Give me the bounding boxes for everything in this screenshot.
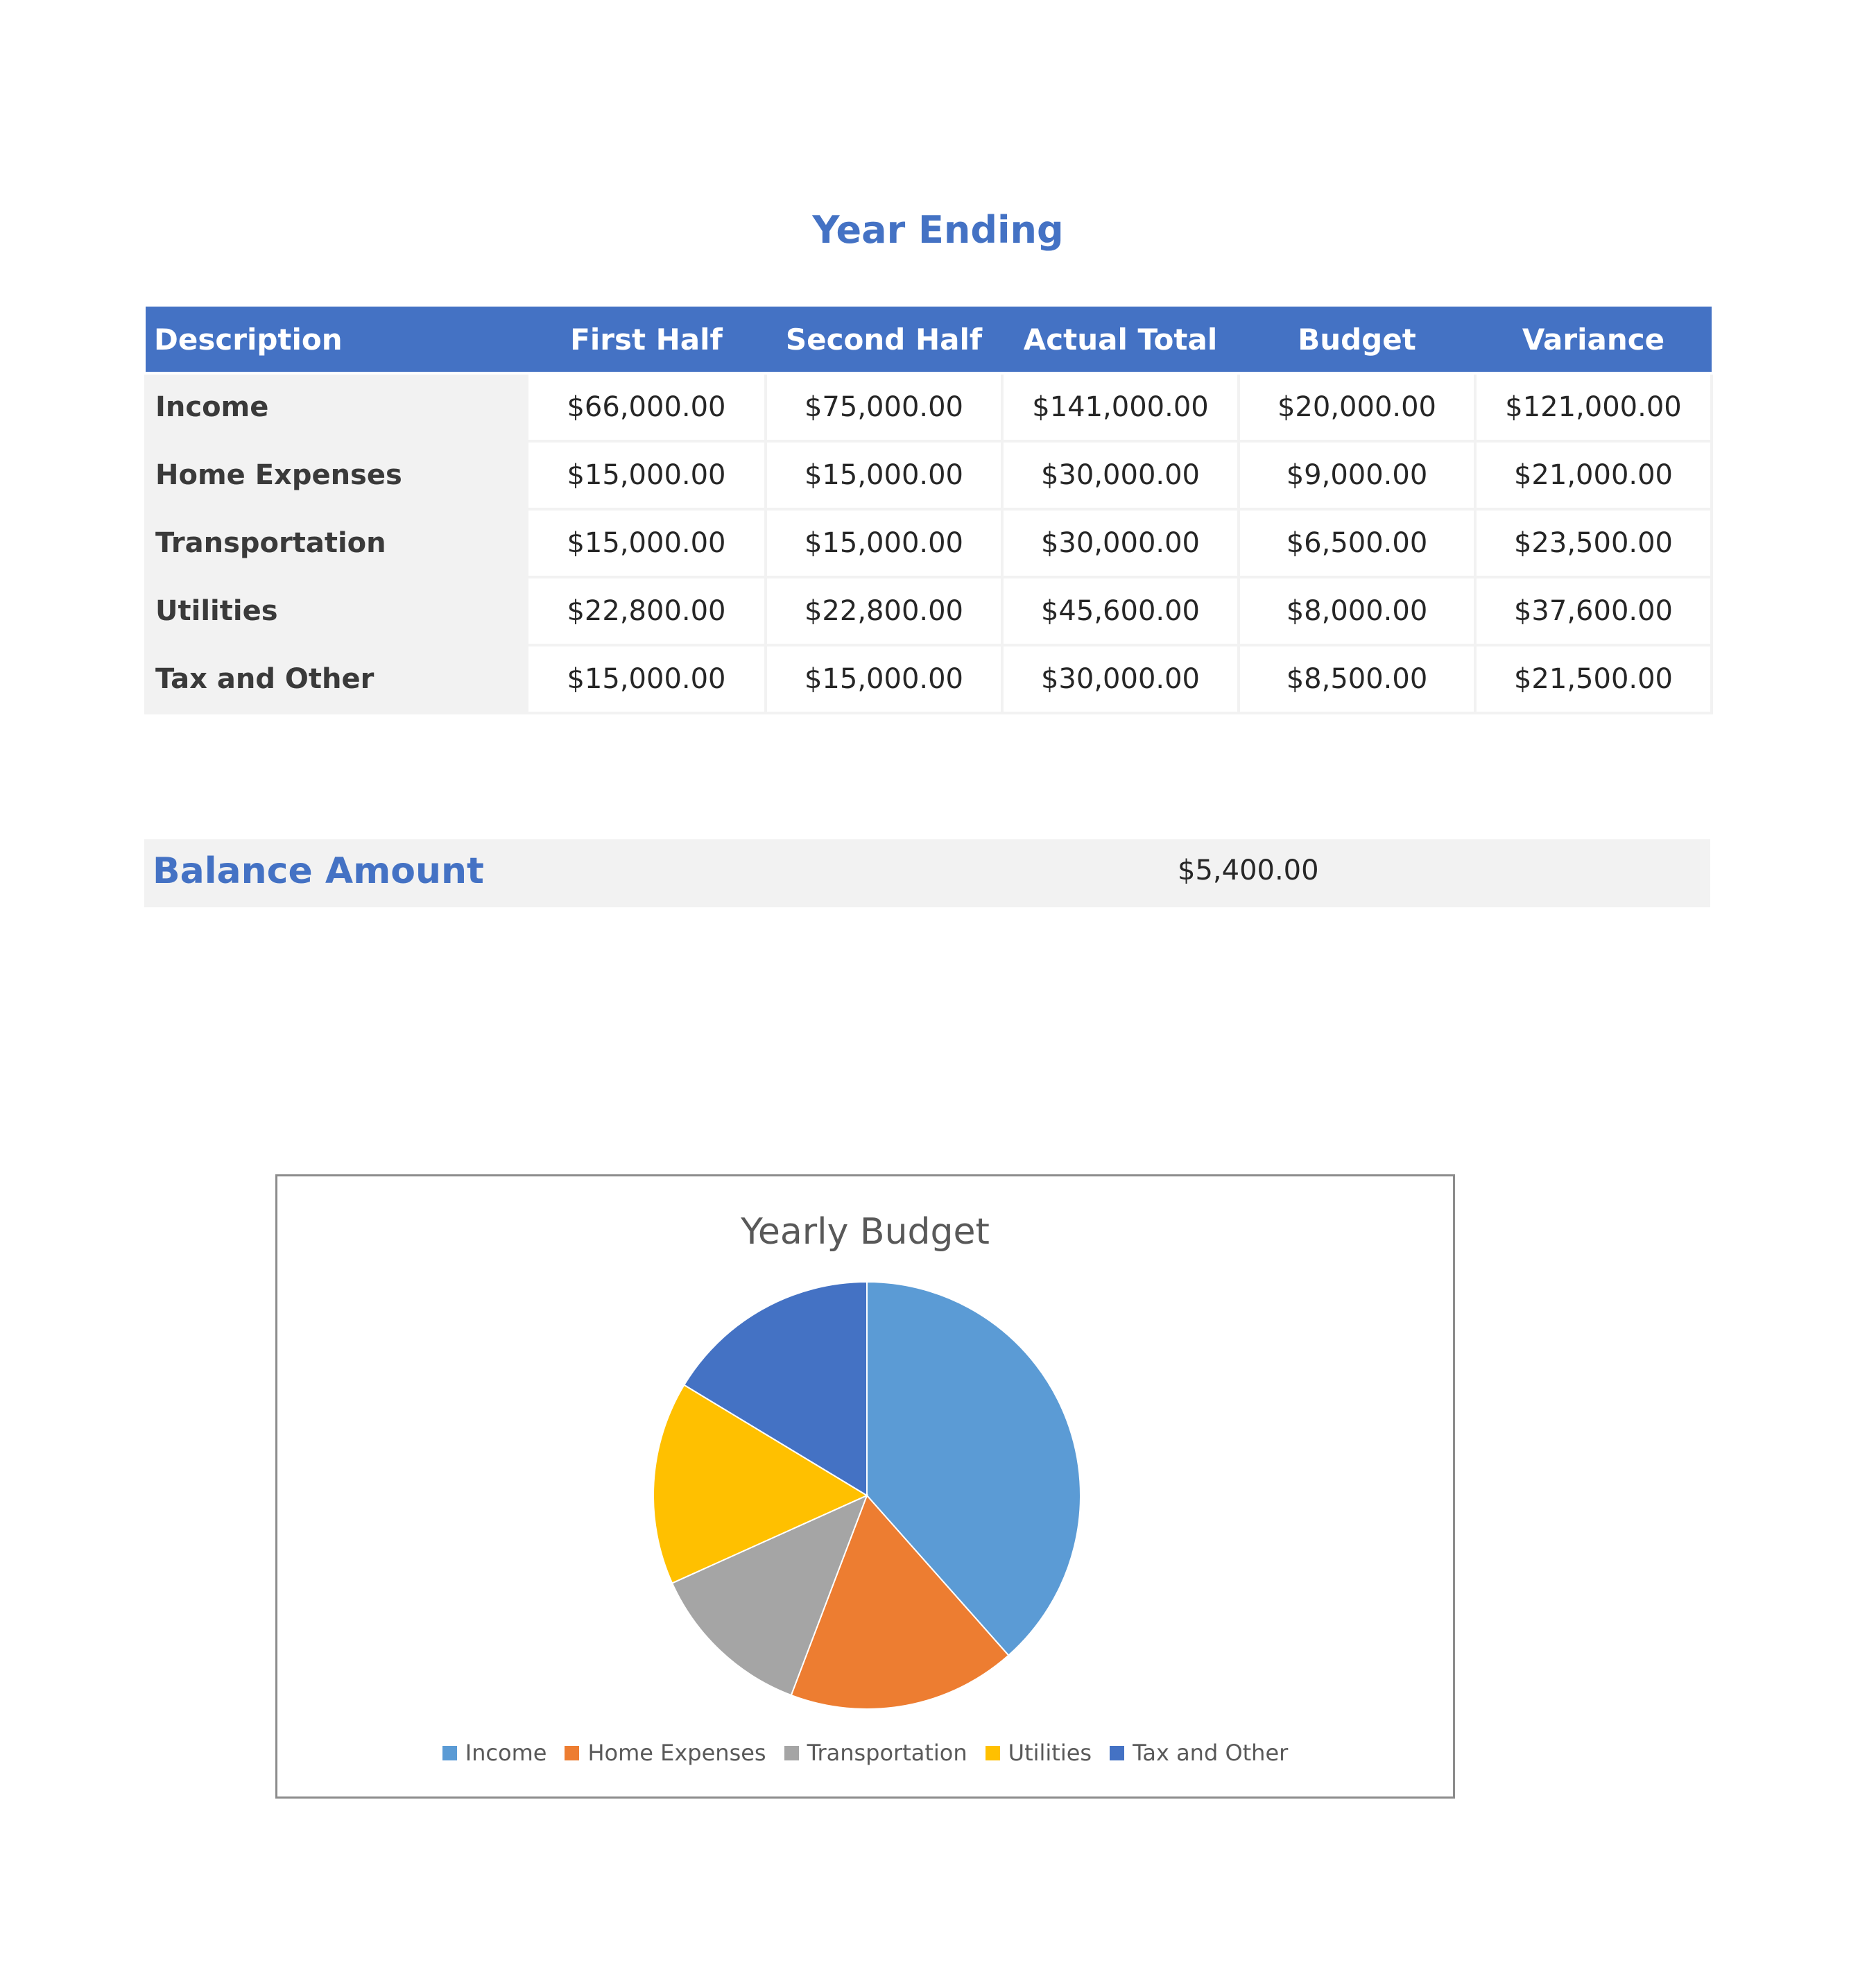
table-cell: $15,000.00 [526, 508, 767, 578]
balance-value: $5,400.00 [1178, 855, 1319, 886]
table-cell: $9,000.00 [1237, 440, 1477, 511]
page-title: Year Ending [812, 208, 1064, 252]
pie-chart: Yearly Budget Income Home Expenses Transpo… [275, 1174, 1455, 1799]
table-cell: $23,500.00 [1474, 508, 1713, 578]
column-header-actual-total: Actual Total [1002, 307, 1239, 375]
table-cell: $21,000.00 [1474, 440, 1713, 511]
legend-item: Home Expenses [565, 1740, 766, 1766]
chart-title: Yearly Budget [741, 1211, 990, 1253]
legend-item: Income [442, 1740, 547, 1766]
row-label: Transportation [144, 508, 528, 578]
table-cell: $22,800.00 [526, 576, 767, 646]
table-cell: $66,000.00 [526, 372, 767, 443]
balance-bar: Balance Amount $5,400.00 [144, 839, 1710, 907]
table-cell: $121,000.00 [1474, 372, 1713, 443]
table-cell: $22,800.00 [764, 576, 1004, 646]
table-header-row: Description First Half Second Half Actua… [146, 307, 1712, 375]
table-row: Utilities $22,800.00 $22,800.00 $45,600.… [144, 576, 1713, 646]
legend-label: Income [465, 1740, 547, 1766]
row-label: Tax and Other [144, 644, 528, 714]
table-cell: $45,600.00 [1001, 576, 1240, 646]
table-cell: $15,000.00 [764, 644, 1004, 714]
legend-item: Tax and Other [1110, 1740, 1288, 1766]
column-header-variance: Variance [1475, 307, 1712, 375]
table-cell: $30,000.00 [1001, 644, 1240, 714]
table-cell: $30,000.00 [1001, 440, 1240, 511]
table-cell: $6,500.00 [1237, 508, 1477, 578]
legend-item: Transportation [784, 1740, 967, 1766]
legend-label: Home Expenses [587, 1740, 766, 1766]
table-row: Home Expenses $15,000.00 $15,000.00 $30,… [144, 440, 1713, 511]
pie-slice-income [866, 1280, 1081, 1656]
row-label: Income [144, 372, 528, 443]
pie-slice-transportation [671, 1494, 868, 1697]
row-label: Utilities [144, 576, 528, 646]
table-cell: $15,000.00 [764, 440, 1004, 511]
table-cell: $20,000.00 [1237, 372, 1477, 443]
legend-label: Tax and Other [1133, 1740, 1289, 1766]
table-row: Income $66,000.00 $75,000.00 $141,000.00… [144, 372, 1713, 443]
legend-swatch [442, 1745, 457, 1760]
legend-swatch [565, 1745, 580, 1760]
column-header-first-half: First Half [527, 307, 766, 375]
budget-table: Description First Half Second Half Actua… [144, 307, 1713, 714]
table-cell: $15,000.00 [764, 508, 1004, 578]
table-cell: $21,500.00 [1474, 644, 1713, 714]
table-cell: $8,000.00 [1237, 576, 1477, 646]
legend-swatch [1110, 1745, 1125, 1760]
balance-label: Balance Amount [153, 850, 484, 892]
column-header-second-half: Second Half [766, 307, 1002, 375]
pie-slice-tax-and-other [683, 1280, 868, 1497]
table-cell: $15,000.00 [526, 440, 767, 511]
table-row: Tax and Other $15,000.00 $15,000.00 $30,… [144, 644, 1713, 714]
pie-slice-home-expenses [790, 1494, 1010, 1710]
table-cell: $30,000.00 [1001, 508, 1240, 578]
table-cell: $8,500.00 [1237, 644, 1477, 714]
row-label: Home Expenses [144, 440, 528, 511]
legend-label: Transportation [807, 1740, 967, 1766]
table-cell: $75,000.00 [764, 372, 1004, 443]
table-cell: $15,000.00 [526, 644, 767, 714]
legend-item: Utilities [985, 1740, 1092, 1766]
legend-label: Utilities [1008, 1740, 1092, 1766]
column-header-budget: Budget [1239, 307, 1475, 375]
legend-swatch [985, 1745, 1000, 1760]
pie-slice-utilities [653, 1384, 869, 1584]
legend-swatch [784, 1745, 799, 1760]
column-header-description: Description [146, 307, 527, 375]
table-row: Transportation $15,000.00 $15,000.00 $30… [144, 508, 1713, 578]
table-cell: $141,000.00 [1001, 372, 1240, 443]
chart-legend: Income Home Expenses Transportation Utiliti… [277, 1740, 1453, 1766]
pie-plot-area [653, 1280, 1081, 1710]
table-cell: $37,600.00 [1474, 576, 1713, 646]
